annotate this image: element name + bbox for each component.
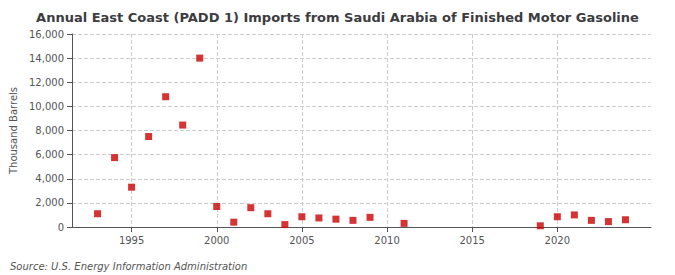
svg-text:Annual East Coast (PADD 1) Imp: Annual East Coast (PADD 1) Imports from … xyxy=(36,10,639,25)
svg-text:2020: 2020 xyxy=(545,235,570,246)
svg-text:16,000: 16,000 xyxy=(29,29,64,40)
svg-text:2010: 2010 xyxy=(374,235,399,246)
svg-text:Source: U.S. Energy Informatio: Source: U.S. Energy Information Administ… xyxy=(10,261,247,272)
svg-text:6,000: 6,000 xyxy=(35,149,64,160)
svg-text:Thousand Barrels: Thousand Barrels xyxy=(8,87,19,175)
svg-text:14,000: 14,000 xyxy=(29,53,64,64)
svg-text:1995: 1995 xyxy=(119,235,144,246)
svg-text:2015: 2015 xyxy=(459,235,484,246)
svg-text:8,000: 8,000 xyxy=(35,125,64,136)
svg-text:4,000: 4,000 xyxy=(35,173,64,184)
svg-text:12,000: 12,000 xyxy=(29,77,64,88)
svg-text:2000: 2000 xyxy=(204,235,229,246)
svg-text:0: 0 xyxy=(58,222,64,233)
svg-text:2,000: 2,000 xyxy=(35,197,64,208)
svg-text:10,000: 10,000 xyxy=(29,101,64,112)
svg-text:2005: 2005 xyxy=(289,235,314,246)
